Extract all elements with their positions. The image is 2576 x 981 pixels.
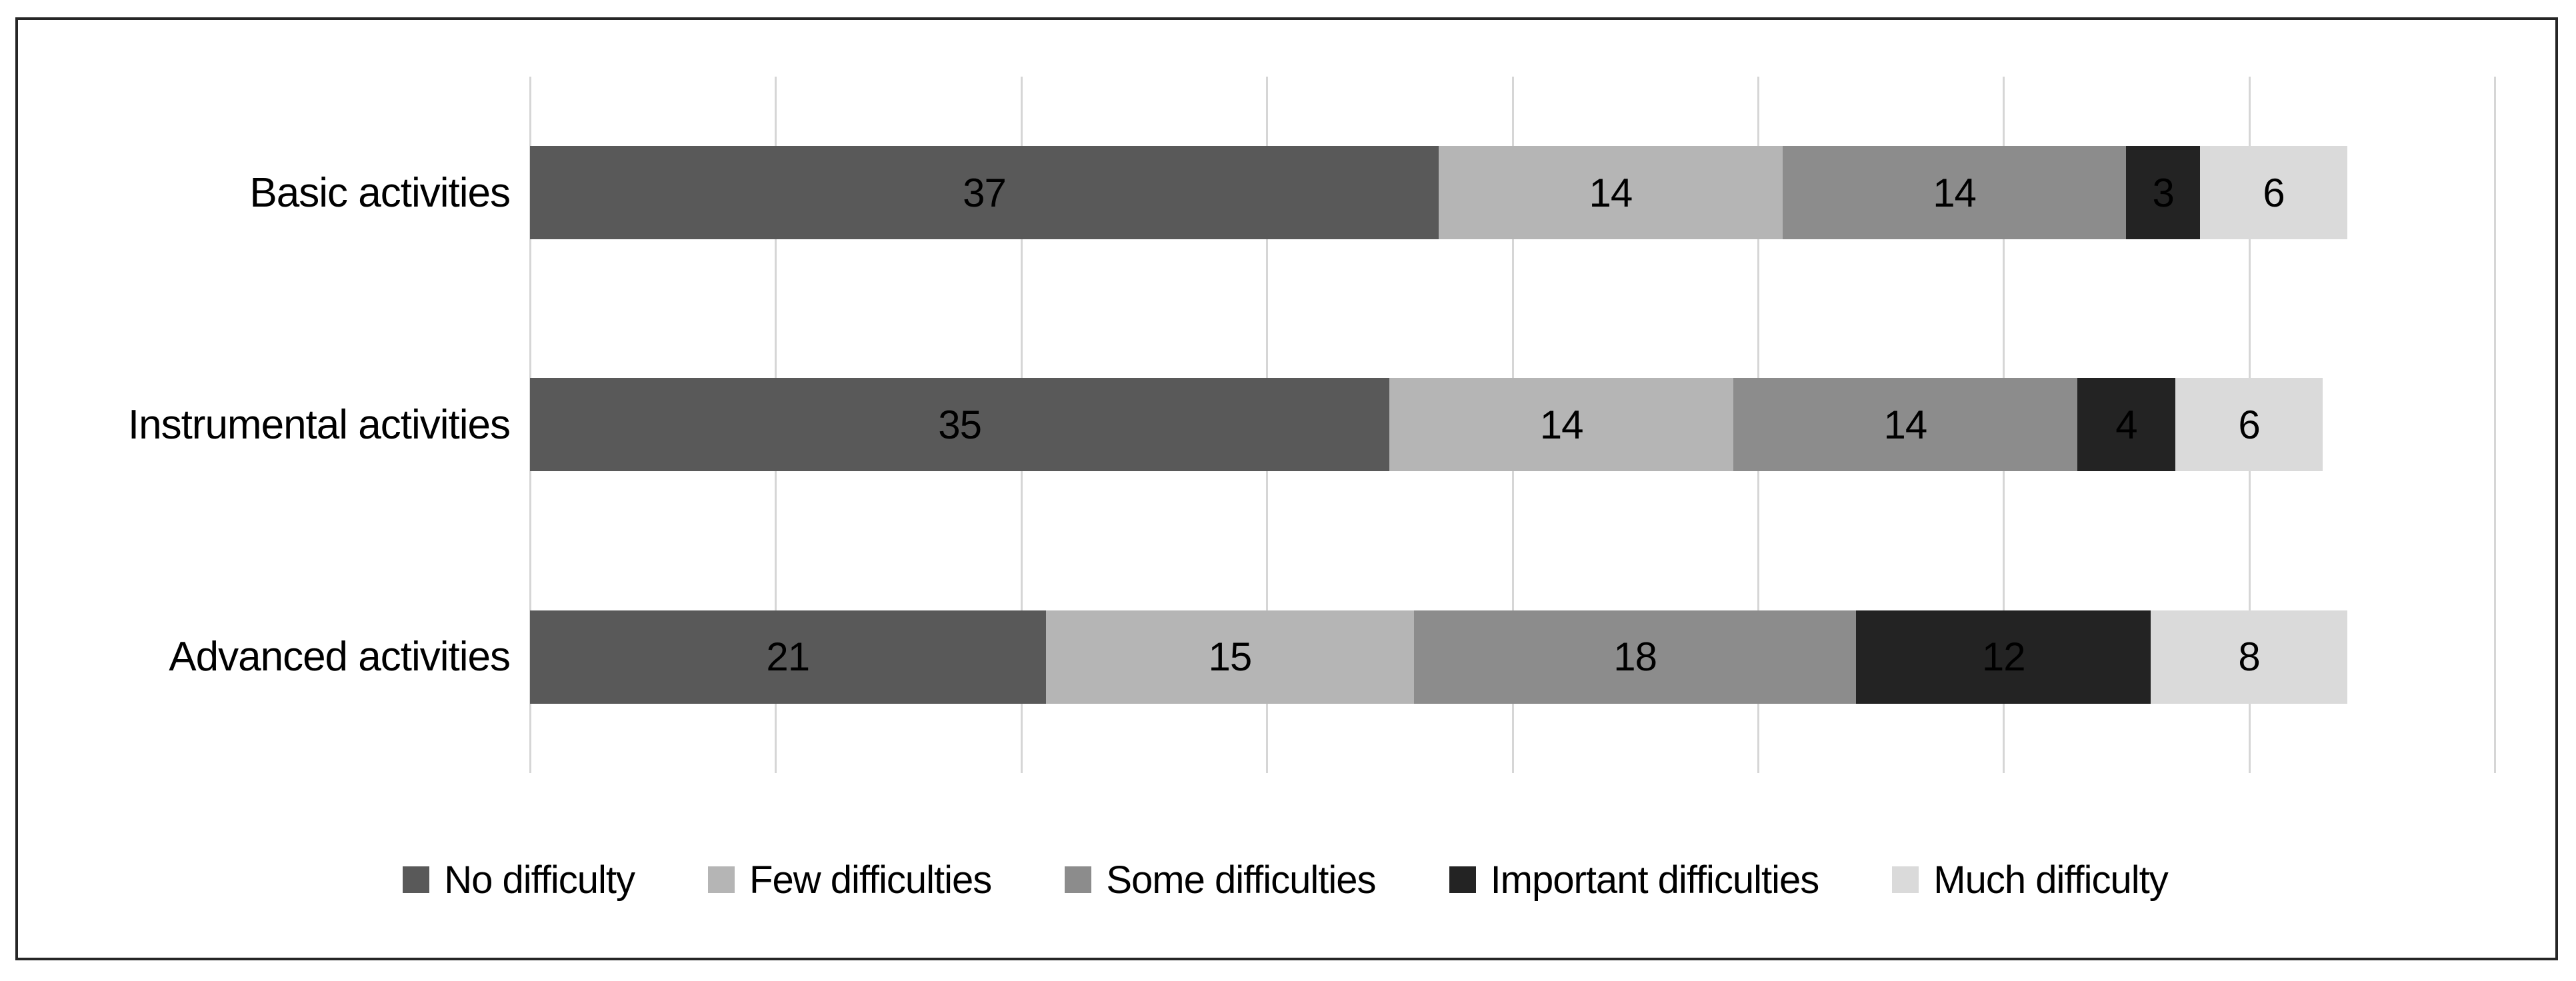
data-label: 6 (2263, 170, 2285, 215)
bar-segment: 14 (1389, 378, 1734, 472)
gridline-x-80 (2494, 77, 2496, 773)
legend-item: Some difficulties (1065, 858, 1377, 902)
bar-segment: 8 (2151, 610, 2347, 704)
legend-item: Much difficulty (1892, 858, 2169, 902)
data-label: 18 (1613, 634, 1657, 680)
bar-row: 21 15 18 12 8 (530, 541, 2495, 773)
data-label: 3 (2152, 170, 2174, 215)
data-label: 15 (1208, 634, 1252, 680)
bar-segment: 12 (1856, 610, 2151, 704)
legend-label: Important difficulties (1490, 858, 1820, 902)
legend: No difficulty Few difficulties Some diffic… (15, 833, 2555, 926)
legend-swatch-icon (403, 866, 430, 893)
data-label: 14 (1883, 402, 1928, 447)
legend-swatch-icon (1892, 866, 1919, 893)
bar-segment: 14 (1782, 146, 2127, 240)
data-label: 12 (1981, 634, 2026, 680)
legend-label: No difficulty (444, 858, 635, 902)
data-label: 35 (938, 402, 982, 447)
stacked-bar: 37 14 14 3 6 (530, 146, 2347, 240)
category-label: Basic activities (249, 169, 511, 216)
bar-segment: 6 (2175, 378, 2323, 472)
bar-row: 35 14 14 4 6 (530, 309, 2495, 540)
bar-segment: 37 (530, 146, 1439, 240)
stacked-bar: 21 15 18 12 8 (530, 610, 2347, 704)
legend-swatch-icon (1065, 866, 1092, 893)
bar-segment: 6 (2199, 146, 2347, 240)
data-label: 14 (1933, 170, 1977, 215)
legend-item: Important difficulties (1449, 858, 1819, 902)
data-label: 14 (1539, 402, 1584, 447)
bar-row: 37 14 14 3 6 (530, 77, 2495, 309)
bar-segment: 21 (530, 610, 1046, 704)
data-label: 37 (963, 170, 1007, 215)
bar-segment: 15 (1045, 610, 1415, 704)
bar-segment: 18 (1414, 610, 1857, 704)
legend-label: Few difficulties (749, 858, 992, 902)
data-label: 4 (2115, 402, 2137, 447)
stacked-bar: 35 14 14 4 6 (530, 378, 2323, 472)
bar-segment: 4 (2077, 378, 2176, 472)
plot-area: 37 14 14 3 6 35 14 14 4 6 21 15 18 12 8 (529, 77, 2496, 773)
bar-segment: 14 (1438, 146, 1783, 240)
category-label: Advanced activities (169, 634, 511, 680)
bar-segment: 14 (1733, 378, 2077, 472)
legend-swatch-icon (1449, 866, 1476, 893)
legend-label: Much difficulty (1933, 858, 2168, 902)
bar-segment: 35 (530, 378, 1390, 472)
bar-segment: 3 (2126, 146, 2200, 240)
legend-swatch-icon (708, 866, 735, 893)
data-label: 21 (766, 634, 810, 680)
data-label: 8 (2238, 634, 2260, 680)
data-label: 6 (2238, 402, 2260, 447)
data-label: 14 (1589, 170, 1633, 215)
legend-label: Some difficulties (1106, 858, 1376, 902)
legend-item: No difficulty (403, 858, 635, 902)
legend-item: Few difficulties (708, 858, 992, 902)
category-label: Instrumental activities (127, 401, 511, 448)
